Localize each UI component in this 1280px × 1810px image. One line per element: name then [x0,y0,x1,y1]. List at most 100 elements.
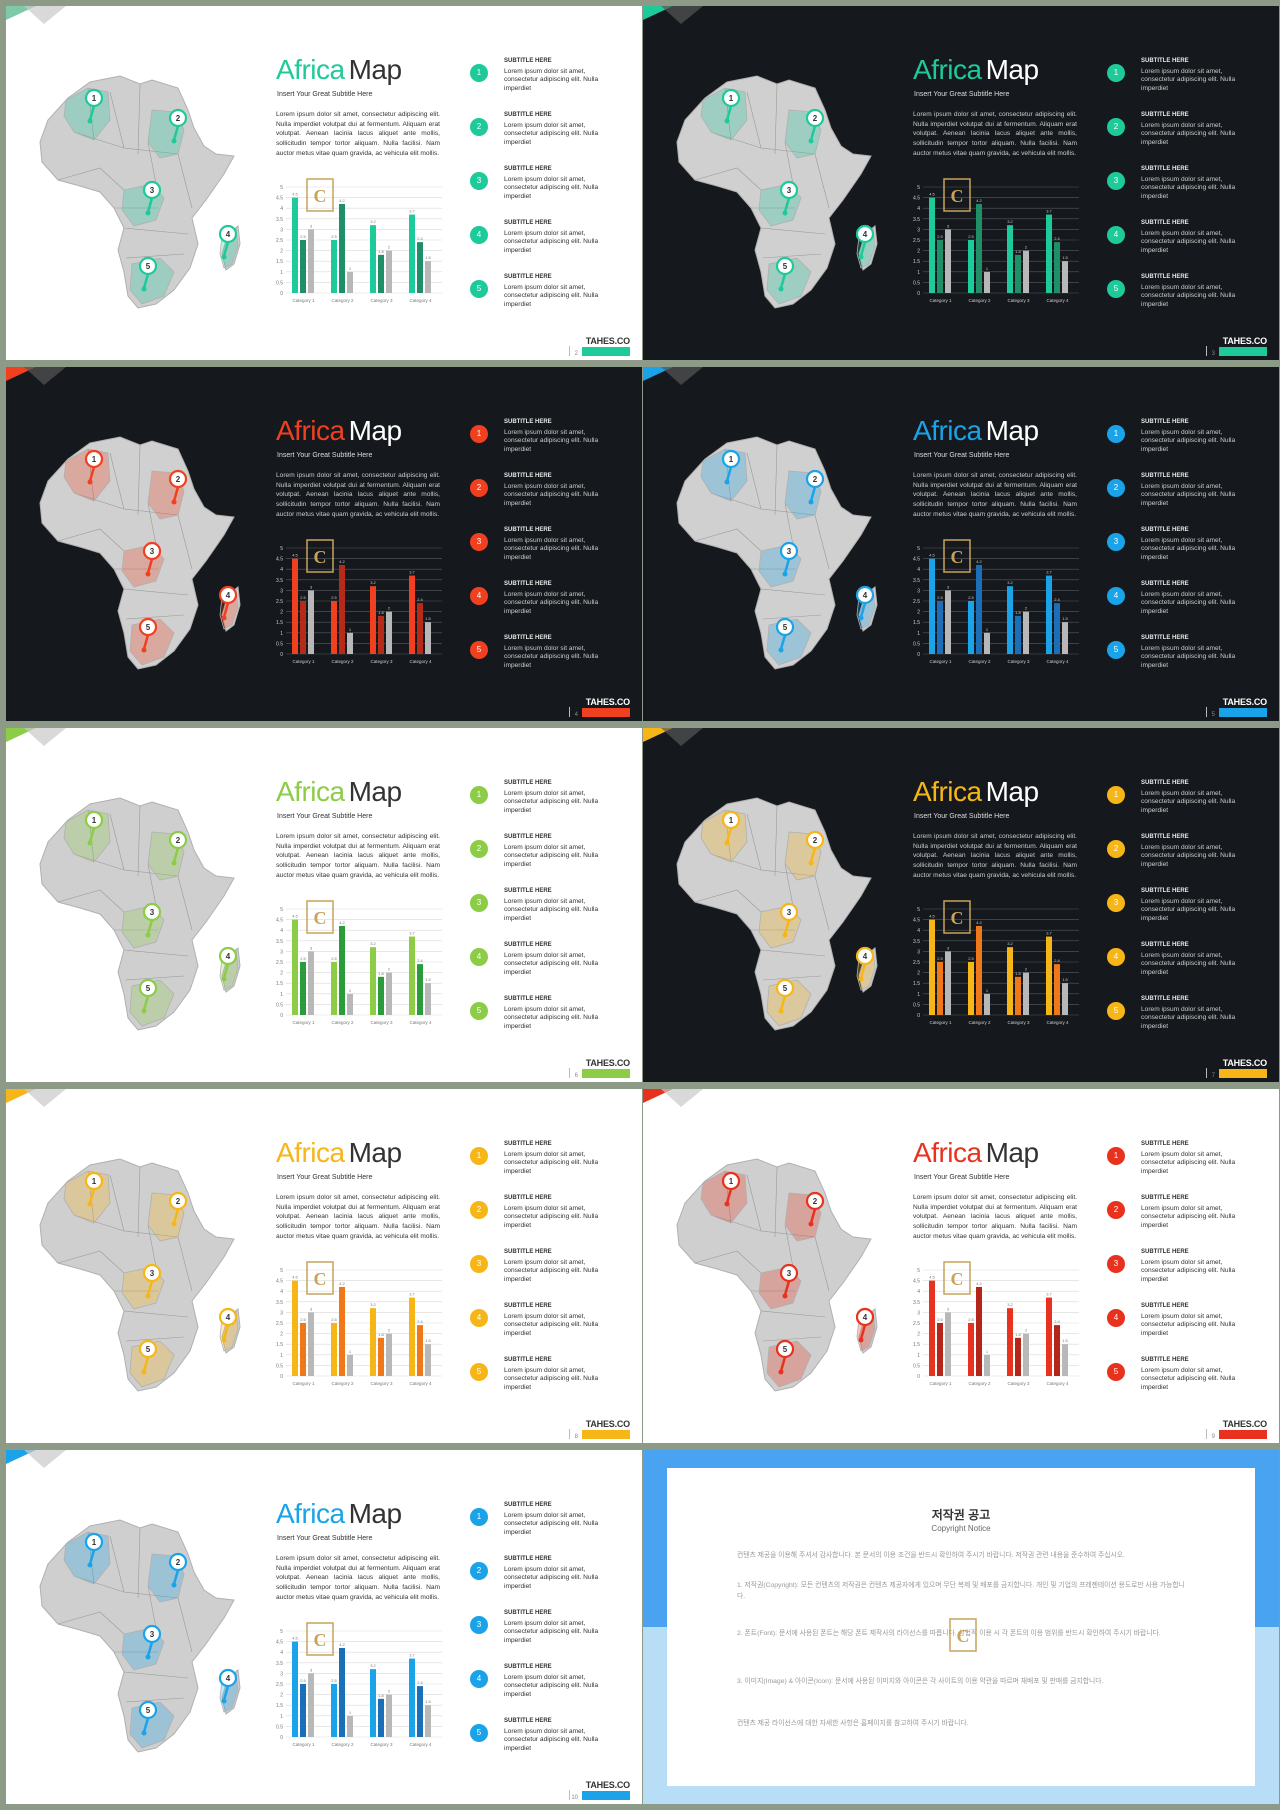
list-item[interactable]: 3 SUBTITLE HERE Lorem ipsum dolor sit amet… [1103,527,1273,575]
list-item[interactable]: 2 SUBTITLE HERE Lorem ipsum dolor sit amet… [1103,112,1273,160]
map-pin-icon[interactable]: 3 [779,902,799,938]
map-pin-icon[interactable]: 5 [138,256,158,292]
copyright-notice-slide[interactable]: 저작권 공고 Copyright Notice 컨텐츠 제공을 이용해 주셔서 … [643,1450,1279,1804]
tahes-logo[interactable]: TAHES.CO [585,697,630,707]
slide-3[interactable]: 1 2 3 4 5 Africa Map Insert Your Great Subtitle… [6,367,642,721]
map-pin-icon[interactable]: 5 [775,256,795,292]
list-item[interactable]: 5 SUBTITLE HERE Lorem ipsum dolor sit amet… [1103,274,1273,322]
map-pin-icon[interactable]: 3 [142,541,162,577]
map-pin-icon[interactable]: 2 [168,830,188,866]
list-item[interactable]: 1 SUBTITLE HERE Lorem ipsum dolor sit amet… [1103,1141,1273,1189]
list-item[interactable]: 3 SUBTITLE HERE Lorem ipsum dolor sit amet… [466,166,636,214]
list-item[interactable]: 2 SUBTITLE HERE Lorem ipsum dolor sit amet… [466,834,636,882]
list-item[interactable]: 4 SUBTITLE HERE Lorem ipsum dolor sit amet… [1103,581,1273,629]
map-pin-icon[interactable]: 2 [805,1191,825,1227]
list-item[interactable]: 1 SUBTITLE HERE Lorem ipsum dolor sit amet… [466,1502,636,1550]
map-pin-icon[interactable]: 1 [84,88,104,124]
tahes-logo[interactable]: TAHES.CO [585,1419,630,1429]
map-pin-icon[interactable]: 3 [779,180,799,216]
list-item[interactable]: 5 SUBTITLE HERE Lorem ipsum dolor sit amet… [466,996,636,1044]
list-item[interactable]: 4 SUBTITLE HERE Lorem ipsum dolor sit amet… [466,942,636,990]
map-pin-icon[interactable]: 1 [84,1532,104,1568]
slide-4[interactable]: 1 2 3 4 5 Africa Map Insert Your Great Subtitle… [643,367,1279,721]
slide-1[interactable]: 1 2 3 4 5 Africa Map Insert Your Great Subtitle… [6,6,642,360]
list-item[interactable]: 1 SUBTITLE HERE Lorem ipsum dolor sit amet… [466,58,636,106]
map-pin-icon[interactable]: 5 [138,1339,158,1375]
list-item[interactable]: 1 SUBTITLE HERE Lorem ipsum dolor sit amet… [1103,780,1273,828]
tahes-logo[interactable]: TAHES.CO [585,1058,630,1068]
map-pin-icon[interactable]: 4 [855,1307,875,1343]
map-pin-icon[interactable]: 4 [218,1668,238,1704]
list-item[interactable]: 3 SUBTITLE HERE Lorem ipsum dolor sit amet… [466,527,636,575]
map-pin-icon[interactable]: 3 [142,902,162,938]
slide-2[interactable]: 1 2 3 4 5 Africa Map Insert Your Great Subtitle… [643,6,1279,360]
map-pin-icon[interactable]: 5 [138,978,158,1014]
list-item[interactable]: 5 SUBTITLE HERE Lorem ipsum dolor sit amet… [466,274,636,322]
list-item[interactable]: 4 SUBTITLE HERE Lorem ipsum dolor sit amet… [466,220,636,268]
map-pin-icon[interactable]: 1 [721,1171,741,1207]
map-pin-icon[interactable]: 5 [138,1700,158,1736]
list-item[interactable]: 1 SUBTITLE HERE Lorem ipsum dolor sit amet… [1103,419,1273,467]
map-pin-icon[interactable]: 2 [805,830,825,866]
map-pin-icon[interactable]: 1 [721,88,741,124]
slide-7[interactable]: 1 2 3 4 5 Africa Map Insert Your Great Subtitle… [6,1089,642,1443]
map-pin-icon[interactable]: 4 [218,1307,238,1343]
tahes-logo[interactable]: TAHES.CO [1222,1058,1267,1068]
list-item[interactable]: 2 SUBTITLE HERE Lorem ipsum dolor sit amet… [466,473,636,521]
map-pin-icon[interactable]: 3 [779,541,799,577]
map-pin-icon[interactable]: 4 [855,946,875,982]
tahes-logo[interactable]: TAHES.CO [1222,336,1267,346]
map-pin-icon[interactable]: 1 [84,1171,104,1207]
tahes-logo[interactable]: TAHES.CO [1222,697,1267,707]
list-item[interactable]: 4 SUBTITLE HERE Lorem ipsum dolor sit amet… [1103,220,1273,268]
slide-5[interactable]: 1 2 3 4 5 Africa Map Insert Your Great Subtitle… [6,728,642,1082]
tahes-logo[interactable]: TAHES.CO [585,336,630,346]
list-item[interactable]: 2 SUBTITLE HERE Lorem ipsum dolor sit amet… [466,112,636,160]
list-item[interactable]: 1 SUBTITLE HERE Lorem ipsum dolor sit amet… [466,419,636,467]
list-item[interactable]: 1 SUBTITLE HERE Lorem ipsum dolor sit amet… [466,1141,636,1189]
map-pin-icon[interactable]: 2 [805,469,825,505]
list-item[interactable]: 5 SUBTITLE HERE Lorem ipsum dolor sit amet… [1103,996,1273,1044]
list-item[interactable]: 4 SUBTITLE HERE Lorem ipsum dolor sit amet… [1103,942,1273,990]
map-pin-icon[interactable]: 1 [84,810,104,846]
list-item[interactable]: 2 SUBTITLE HERE Lorem ipsum dolor sit amet… [466,1195,636,1243]
map-pin-icon[interactable]: 4 [218,224,238,260]
map-pin-icon[interactable]: 1 [84,449,104,485]
list-item[interactable]: 5 SUBTITLE HERE Lorem ipsum dolor sit amet… [466,1357,636,1405]
list-item[interactable]: 5 SUBTITLE HERE Lorem ipsum dolor sit amet… [1103,1357,1273,1405]
list-item[interactable]: 3 SUBTITLE HERE Lorem ipsum dolor sit amet… [466,888,636,936]
map-pin-icon[interactable]: 2 [805,108,825,144]
map-pin-icon[interactable]: 5 [775,978,795,1014]
map-pin-icon[interactable]: 5 [138,617,158,653]
map-pin-icon[interactable]: 2 [168,108,188,144]
list-item[interactable]: 2 SUBTITLE HERE Lorem ipsum dolor sit amet… [466,1556,636,1604]
list-item[interactable]: 3 SUBTITLE HERE Lorem ipsum dolor sit amet… [1103,888,1273,936]
list-item[interactable]: 5 SUBTITLE HERE Lorem ipsum dolor sit amet… [466,1718,636,1766]
slide-6[interactable]: 1 2 3 4 5 Africa Map Insert Your Great Subtitle… [643,728,1279,1082]
list-item[interactable]: 1 SUBTITLE HERE Lorem ipsum dolor sit amet… [466,780,636,828]
list-item[interactable]: 4 SUBTITLE HERE Lorem ipsum dolor sit amet… [466,1664,636,1712]
list-item[interactable]: 5 SUBTITLE HERE Lorem ipsum dolor sit amet… [466,635,636,683]
map-pin-icon[interactable]: 4 [218,585,238,621]
list-item[interactable]: 5 SUBTITLE HERE Lorem ipsum dolor sit amet… [1103,635,1273,683]
map-pin-icon[interactable]: 3 [142,1624,162,1660]
map-pin-icon[interactable]: 4 [855,224,875,260]
map-pin-icon[interactable]: 3 [142,180,162,216]
map-pin-icon[interactable]: 5 [775,617,795,653]
list-item[interactable]: 3 SUBTITLE HERE Lorem ipsum dolor sit amet… [466,1249,636,1297]
list-item[interactable]: 4 SUBTITLE HERE Lorem ipsum dolor sit amet… [466,1303,636,1351]
map-pin-icon[interactable]: 2 [168,1191,188,1227]
list-item[interactable]: 1 SUBTITLE HERE Lorem ipsum dolor sit amet… [1103,58,1273,106]
map-pin-icon[interactable]: 5 [775,1339,795,1375]
map-pin-icon[interactable]: 2 [168,469,188,505]
map-pin-icon[interactable]: 3 [142,1263,162,1299]
list-item[interactable]: 3 SUBTITLE HERE Lorem ipsum dolor sit amet… [1103,1249,1273,1297]
slide-8[interactable]: 1 2 3 4 5 Africa Map Insert Your Great Subtitle… [643,1089,1279,1443]
list-item[interactable]: 4 SUBTITLE HERE Lorem ipsum dolor sit amet… [1103,1303,1273,1351]
list-item[interactable]: 2 SUBTITLE HERE Lorem ipsum dolor sit amet… [1103,834,1273,882]
slide-9[interactable]: 1 2 3 4 5 Africa Map Insert Your Great Subtitle… [6,1450,642,1804]
list-item[interactable]: 4 SUBTITLE HERE Lorem ipsum dolor sit amet… [466,581,636,629]
tahes-logo[interactable]: TAHES.CO [1222,1419,1267,1429]
map-pin-icon[interactable]: 2 [168,1552,188,1588]
tahes-logo[interactable]: TAHES.CO [585,1780,630,1790]
